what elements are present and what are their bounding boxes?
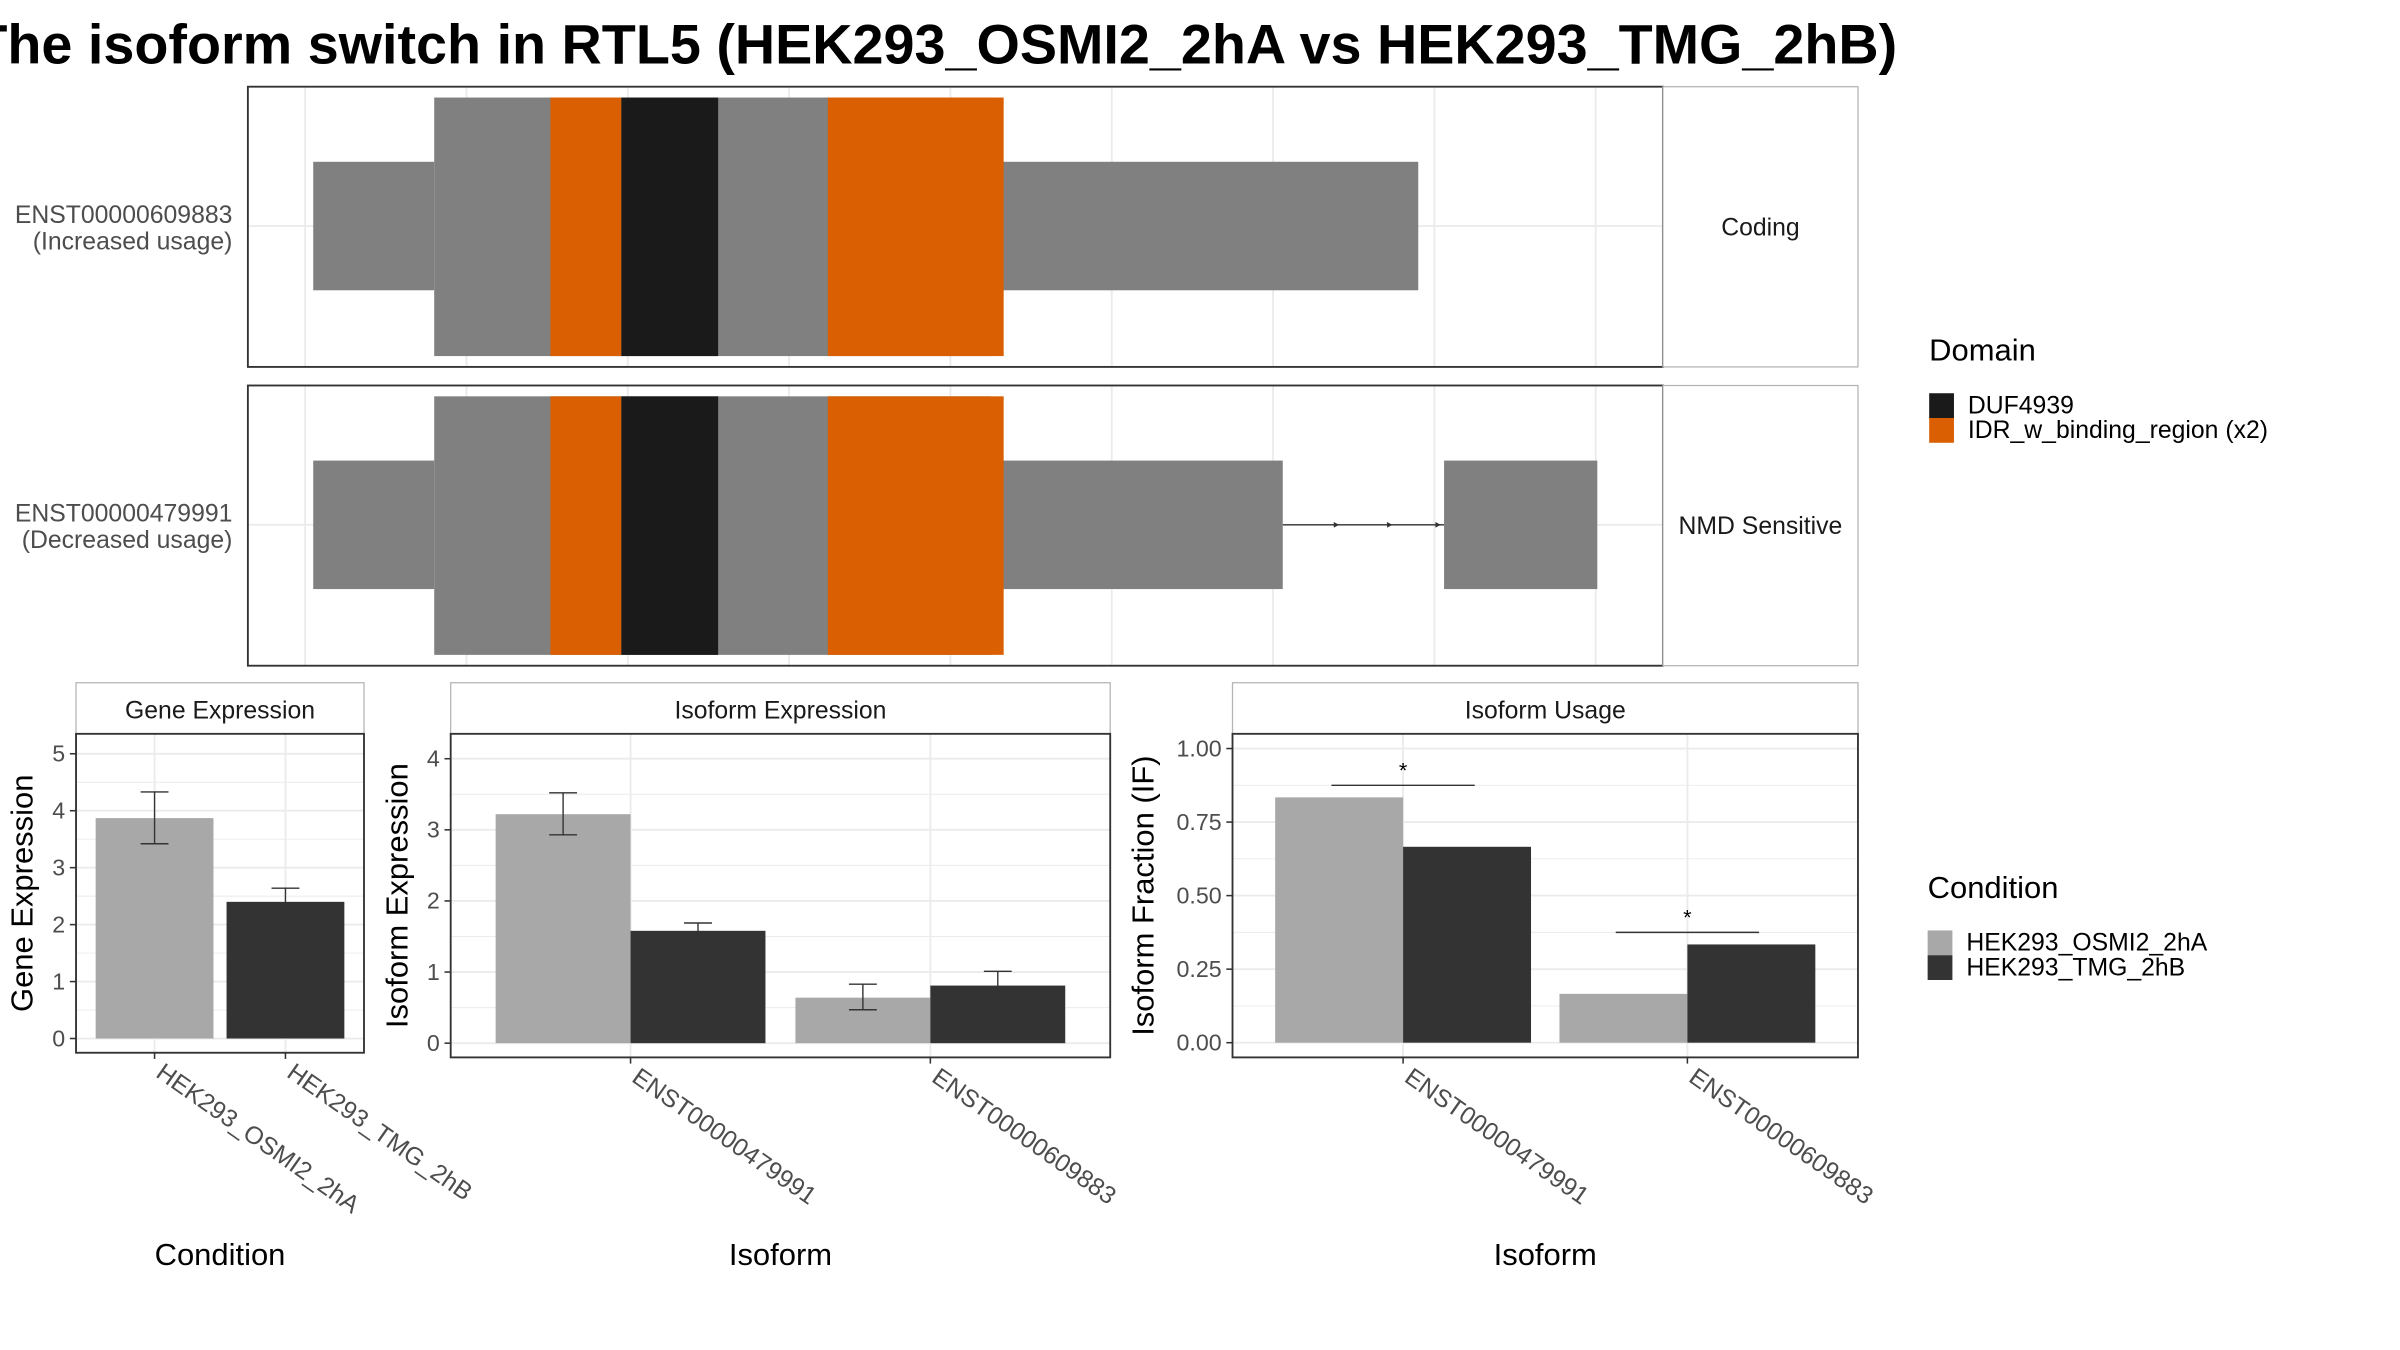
facet-strip-label: Isoform Expression <box>674 697 886 724</box>
utr-exon <box>990 161 1419 291</box>
utr-exon <box>990 460 1283 590</box>
domain-legend-label: IDR_w_binding_region (x2) <box>1968 417 2268 444</box>
figure-title: The isoform switch in RTL5 (HEK293_OSMI2… <box>0 13 1897 75</box>
y-tick-label: 0.50 <box>1176 882 1221 908</box>
transcript-strip-label: Coding <box>1721 214 1799 241</box>
y-axis-title: Isoform Fraction (IF) <box>1126 755 1161 1035</box>
bar <box>226 901 345 1039</box>
facet-strip-label: Isoform Usage <box>1465 697 1626 724</box>
y-axis-title: Isoform Expression <box>379 763 414 1028</box>
condition-legend-swatch <box>1927 930 1953 956</box>
idr-domain <box>827 97 1004 357</box>
bar <box>1687 944 1816 1043</box>
y-tick-label: 0.25 <box>1176 956 1221 982</box>
y-axis-title: Gene Expression <box>5 775 40 1012</box>
x-axis-title: Isoform <box>729 1237 832 1272</box>
y-tick-label: 0.00 <box>1176 1029 1221 1055</box>
y-tick-label: 1 <box>52 968 65 994</box>
condition-legend-title: Condition <box>1928 870 2059 905</box>
bar <box>95 818 214 1039</box>
x-axis-title: Condition <box>155 1237 286 1272</box>
y-tick-label: 0 <box>427 1030 440 1056</box>
domain-legend-title: Domain <box>1929 333 2036 368</box>
utr-exon <box>313 161 435 291</box>
duf4939-domain <box>621 396 719 655</box>
significance-label: * <box>1399 758 1408 783</box>
y-tick-label: 3 <box>427 817 440 843</box>
transcript-usage-label: (Increased usage) <box>33 228 233 255</box>
condition-legend-swatch <box>1927 955 1953 980</box>
transcript-id-label: ENST00000609883 <box>15 202 233 229</box>
y-tick-label: 4 <box>52 797 65 823</box>
significance-label: * <box>1683 905 1692 930</box>
facet-strip <box>450 682 1111 735</box>
transcript-strip <box>1662 384 1859 667</box>
idr-domain <box>550 97 622 357</box>
domain-legend-swatch <box>1929 418 1954 443</box>
plot-layer: Coding ENST00000609883(Increased usage) NM… <box>5 85 2268 1272</box>
bar <box>1559 993 1688 1043</box>
intron-arrow <box>1387 522 1393 528</box>
condition-legend-label: HEK293_OSMI2_2hA <box>1966 930 2207 957</box>
bar <box>630 930 766 1044</box>
bar-panel-border <box>1231 732 1859 1059</box>
y-tick-label: 4 <box>427 745 440 771</box>
bar <box>495 814 631 1044</box>
utr-exon <box>313 460 435 590</box>
y-tick-label: 0 <box>52 1025 65 1051</box>
transcript-strip <box>1662 86 1859 368</box>
transcript-usage-label: (Decreased usage) <box>22 527 233 554</box>
facet-strip-label: Gene Expression <box>125 697 315 724</box>
duf4939-domain <box>621 97 719 357</box>
y-tick-label: 1.00 <box>1176 735 1221 761</box>
facet-strip <box>75 682 365 735</box>
intron-arrow <box>1435 522 1441 528</box>
transcript-strip-label: NMD Sensitive <box>1679 513 1843 540</box>
domain-legend-swatch <box>1929 393 1954 419</box>
y-tick-label: 2 <box>427 888 440 914</box>
transcript-id-label: ENST00000479991 <box>15 501 233 528</box>
x-axis-title: Isoform <box>1494 1237 1597 1272</box>
idr-domain <box>827 396 1004 655</box>
idr-domain <box>550 396 622 655</box>
domain-legend-label: DUF4939 <box>1968 392 2074 419</box>
y-tick-label: 1 <box>427 959 440 985</box>
bar-panel-border <box>75 732 365 1054</box>
bar <box>1403 846 1532 1043</box>
bar-panel-border <box>449 732 1112 1059</box>
facet-strip <box>1231 682 1859 735</box>
y-tick-label: 0.75 <box>1176 809 1221 835</box>
y-tick-label: 2 <box>52 911 65 937</box>
y-tick-label: 5 <box>52 741 65 767</box>
y-tick-label: 3 <box>52 854 65 880</box>
bar <box>1275 797 1404 1043</box>
condition-legend-label: HEK293_TMG_2hB <box>1966 954 2185 981</box>
utr-exon <box>1444 460 1598 590</box>
intron-arrow <box>1333 522 1340 528</box>
